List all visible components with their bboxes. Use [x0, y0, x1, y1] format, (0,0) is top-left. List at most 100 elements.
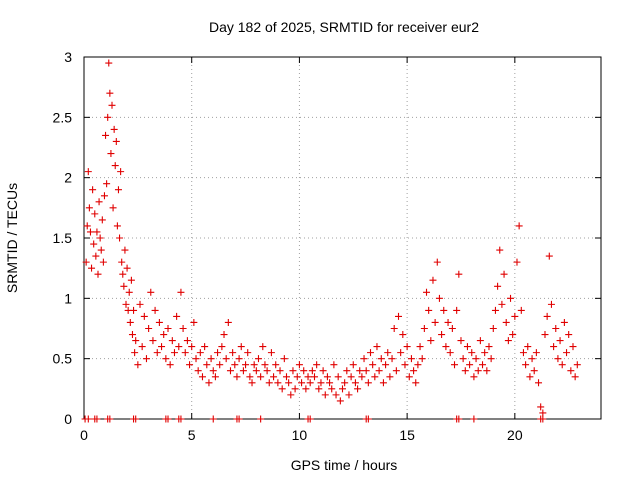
data-point: [517, 306, 525, 314]
data-point: [151, 306, 159, 314]
data-point: [382, 361, 390, 369]
data-point: [463, 343, 471, 351]
data-point: [339, 385, 346, 393]
data-point: [188, 343, 196, 351]
data-point: [83, 222, 91, 230]
data-point: [351, 379, 359, 387]
data-point: [448, 325, 456, 332]
data-point: [397, 349, 405, 357]
data-point: [526, 373, 534, 381]
data-point: [304, 373, 312, 381]
data-point: [93, 415, 101, 423]
y-tick-label: 3: [64, 49, 72, 65]
data-point: [107, 150, 115, 158]
data-point: [201, 343, 209, 351]
data-point: [388, 355, 396, 363]
data-point: [496, 246, 504, 254]
data-point: [226, 367, 234, 375]
data-point: [164, 415, 172, 423]
data-point: [114, 186, 122, 194]
data-point: [177, 288, 185, 296]
data-point: [535, 379, 543, 387]
data-point: [209, 367, 217, 375]
data-point: [414, 361, 422, 369]
data-point: [468, 349, 476, 357]
data-point: [481, 349, 489, 357]
x-tick-label: 0: [80, 427, 88, 443]
data-point: [313, 361, 321, 369]
data-point: [164, 325, 172, 332]
data-point: [108, 101, 116, 109]
data-point: [209, 415, 217, 423]
data-point: [485, 343, 493, 351]
data-point: [479, 361, 487, 369]
data-point: [177, 415, 185, 423]
data-point: [147, 288, 155, 296]
data-point: [547, 300, 555, 308]
data-point: [317, 379, 325, 387]
data-point: [287, 391, 295, 399]
data-point: [543, 312, 551, 320]
data-point: [321, 391, 329, 399]
data-point: [102, 131, 110, 139]
grid-layer: [84, 57, 601, 419]
data-point: [306, 379, 314, 387]
data-point: [438, 331, 446, 339]
data-point: [386, 373, 394, 381]
data-point: [214, 349, 222, 357]
y-tick-label: 2.5: [53, 109, 73, 125]
data-point: [106, 415, 114, 423]
data-point: [489, 325, 497, 332]
data-point: [349, 361, 357, 369]
data-point: [554, 355, 562, 363]
data-point: [416, 343, 424, 351]
y-tick-label: 0.5: [53, 351, 73, 367]
data-point: [455, 415, 463, 423]
data-point: [216, 361, 224, 369]
data-point: [433, 258, 441, 266]
data-point: [513, 258, 521, 266]
data-point: [539, 415, 547, 423]
data-point: [173, 312, 181, 320]
data-point: [541, 331, 549, 339]
data-point: [407, 355, 415, 363]
data-point: [134, 361, 142, 369]
data-point: [267, 349, 275, 357]
data-point: [142, 355, 150, 363]
data-point: [98, 216, 106, 224]
data-point: [131, 349, 139, 357]
data-point: [390, 325, 398, 332]
data-point: [298, 379, 306, 387]
x-tick-label: 20: [507, 427, 523, 443]
data-point: [565, 331, 573, 339]
x-tick-label: 10: [292, 427, 308, 443]
data-point: [261, 361, 269, 369]
data-point: [356, 367, 364, 375]
data-point: [470, 373, 478, 381]
data-point: [552, 325, 560, 332]
data-point: [257, 373, 265, 381]
data-point: [455, 270, 463, 278]
data-point: [183, 337, 191, 345]
data-point: [278, 385, 286, 393]
data-point: [302, 385, 310, 393]
data-point: [82, 258, 90, 266]
data-point: [537, 403, 545, 411]
data-point: [367, 349, 375, 357]
y-tick-label: 0: [64, 411, 72, 427]
data-point: [457, 337, 465, 345]
data-point: [127, 276, 135, 284]
data-point: [237, 343, 245, 351]
data-point: [502, 318, 510, 326]
data-point: [358, 373, 366, 381]
data-point: [293, 373, 301, 381]
data-point: [461, 367, 469, 375]
data-point: [401, 361, 409, 369]
data-point: [528, 355, 536, 363]
data-point: [442, 343, 450, 351]
data-point: [491, 306, 499, 314]
data-point: [289, 367, 297, 375]
data-point: [373, 343, 381, 351]
data-point: [569, 343, 577, 351]
